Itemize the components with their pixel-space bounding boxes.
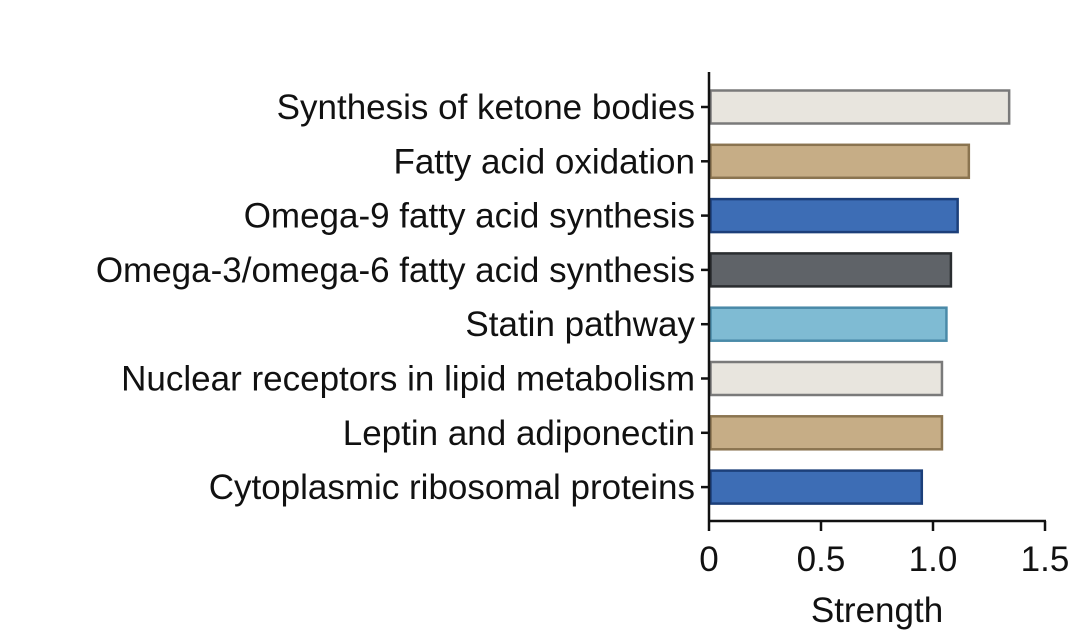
category-label: Cytoplasmic ribosomal proteins	[209, 468, 695, 507]
x-tick-label: 1.0	[909, 540, 958, 579]
category-label: Omega-3/omega-6 fatty acid synthesis	[96, 251, 695, 290]
bar	[709, 306, 948, 342]
x-tick-label: 0.5	[797, 540, 846, 579]
category-labels: Synthesis of ketone bodies Fatty acid oxi…	[96, 88, 709, 507]
x-ticks: 0 0.5 1.0 1.5	[699, 521, 1069, 579]
bar	[709, 89, 1011, 125]
bar	[709, 143, 971, 180]
category-label: Omega-9 fatty acid synthesis	[244, 197, 695, 236]
bar	[709, 360, 944, 397]
x-tick-label: 1.5	[1021, 540, 1070, 579]
category-label: Nuclear receptors in lipid metabolism	[121, 360, 695, 399]
category-label: Synthesis of ketone bodies	[277, 88, 695, 127]
bars-layer	[709, 89, 1011, 505]
bar	[709, 469, 924, 505]
axes	[707, 72, 1046, 523]
category-label: Statin pathway	[465, 305, 695, 344]
bar	[709, 197, 959, 234]
x-axis-title: Strength	[811, 591, 943, 630]
category-label: Fatty acid oxidation	[393, 142, 695, 181]
bar	[709, 252, 953, 288]
category-label: Leptin and adiponectin	[343, 414, 695, 453]
bar	[709, 415, 944, 451]
x-tick-label: 0	[699, 540, 718, 579]
